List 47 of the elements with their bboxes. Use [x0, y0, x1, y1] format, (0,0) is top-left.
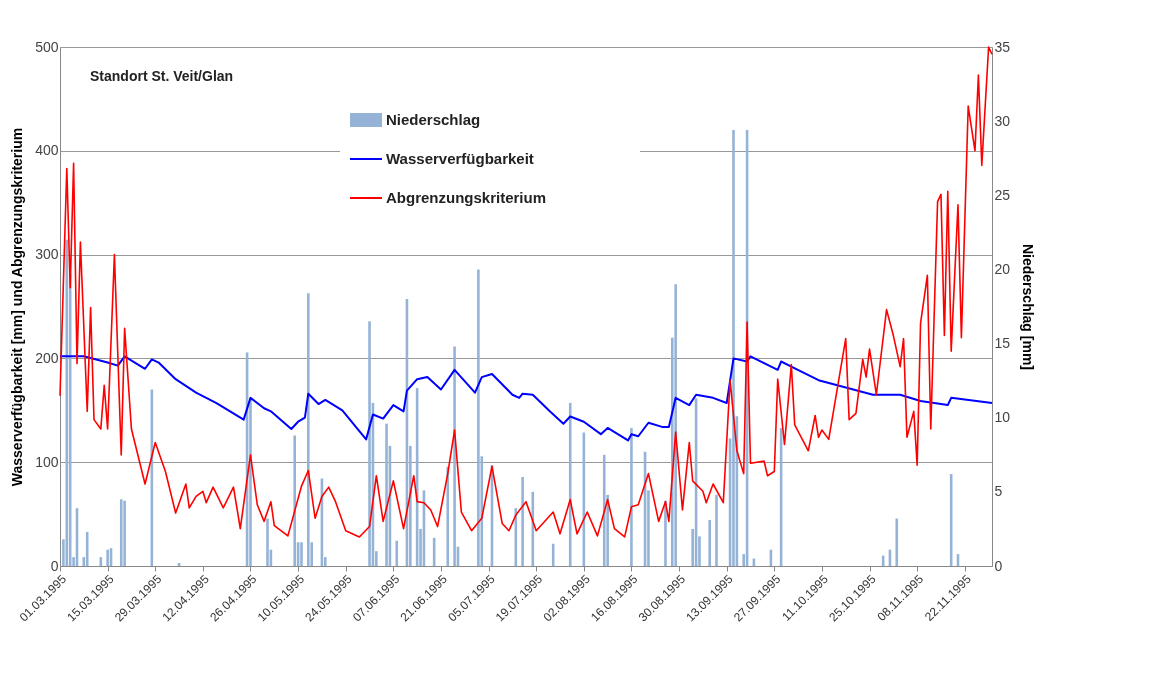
bar — [385, 423, 388, 566]
bar — [477, 269, 480, 566]
bar — [307, 293, 310, 566]
legend-label: Abgrenzungskriterium — [386, 189, 547, 206]
y2-tick-label: 0 — [994, 557, 1003, 574]
y-tick-label: 400 — [35, 142, 59, 159]
bar — [674, 284, 677, 566]
bar — [123, 500, 126, 566]
y2-tick-label: 10 — [994, 409, 1011, 426]
line-series — [59, 355, 993, 442]
y2-tick-label: 5 — [994, 483, 1003, 500]
y2-tick-label: 35 — [994, 38, 1011, 55]
y2-axis-title: Niederschlag [mm] — [1020, 243, 1037, 371]
bar — [293, 435, 296, 566]
text: Standort St. Veit/Glan — [90, 68, 234, 84]
y-tick-label: 100 — [35, 453, 59, 470]
legend-label: Niederschlag — [386, 111, 481, 128]
line-series — [59, 46, 993, 538]
y2-tick-label: 25 — [994, 186, 1011, 203]
y-tick-label: 500 — [35, 38, 59, 55]
bar — [895, 518, 899, 566]
y-axis-title: Wasserverfügbarkeit [mm] und Abgrenzungskriterium — [9, 127, 26, 487]
bar — [568, 402, 572, 566]
bar — [514, 508, 518, 566]
bar — [630, 428, 633, 566]
y-tick-label: 200 — [35, 349, 59, 366]
bar — [395, 540, 399, 566]
bar — [368, 321, 371, 566]
bar — [602, 454, 606, 566]
bar — [732, 130, 735, 566]
bar — [106, 549, 109, 566]
bar — [521, 477, 524, 566]
y-tick-label: 300 — [35, 246, 59, 263]
bar — [708, 520, 711, 566]
y-tick-label: 0 — [50, 557, 59, 574]
bar — [715, 494, 718, 566]
legend-label: Wasserverfügbarkeit — [386, 150, 534, 167]
bar — [551, 543, 555, 566]
bar — [266, 518, 269, 566]
bar — [85, 531, 89, 566]
bar — [453, 346, 456, 566]
y2-tick-label: 15 — [994, 335, 1011, 352]
y2-tick-label: 30 — [994, 112, 1011, 129]
bar — [446, 466, 450, 566]
y2-tick-label: 20 — [994, 260, 1011, 277]
bar — [119, 499, 123, 566]
bar — [300, 542, 303, 566]
